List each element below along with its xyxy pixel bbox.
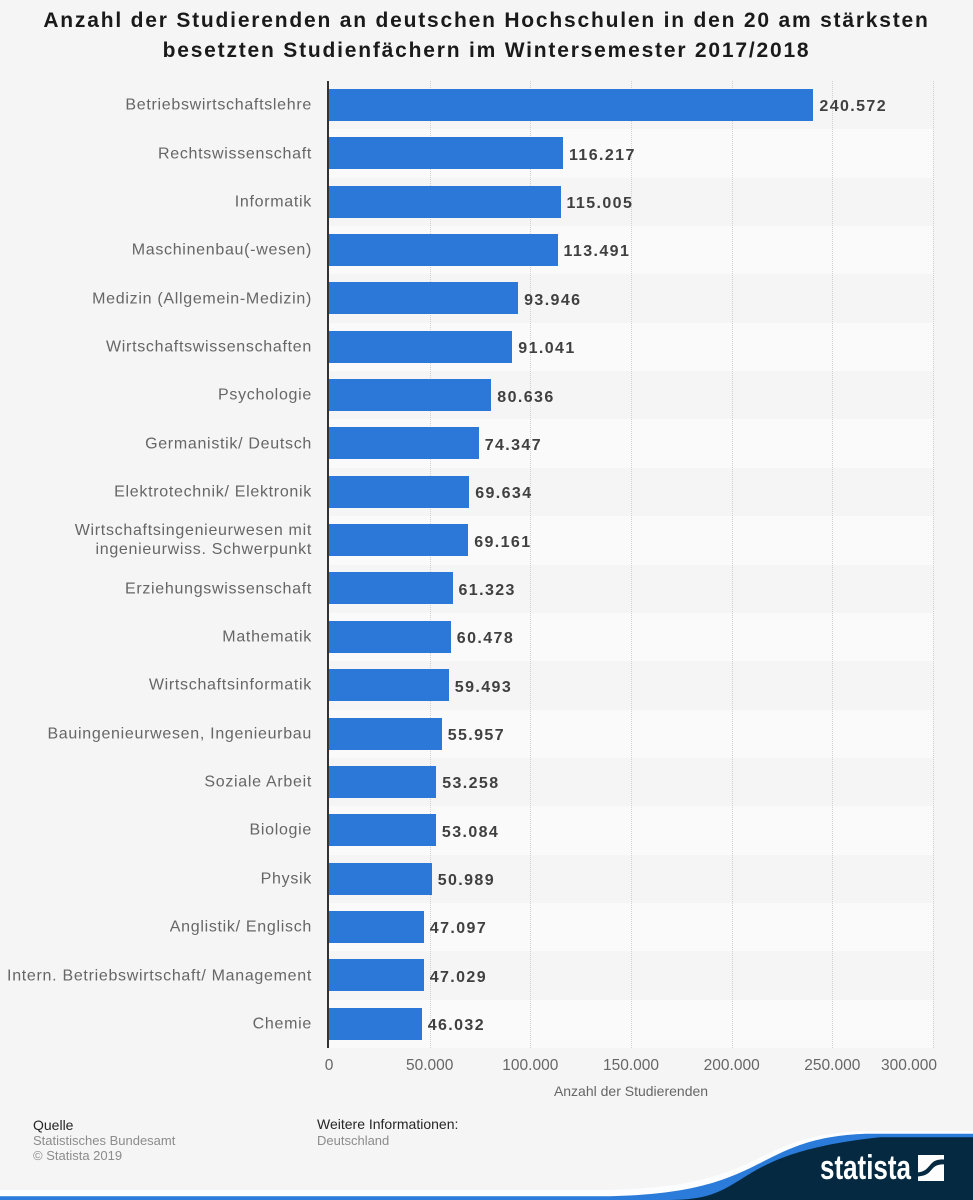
svg-text:statista: statista	[820, 1149, 912, 1187]
